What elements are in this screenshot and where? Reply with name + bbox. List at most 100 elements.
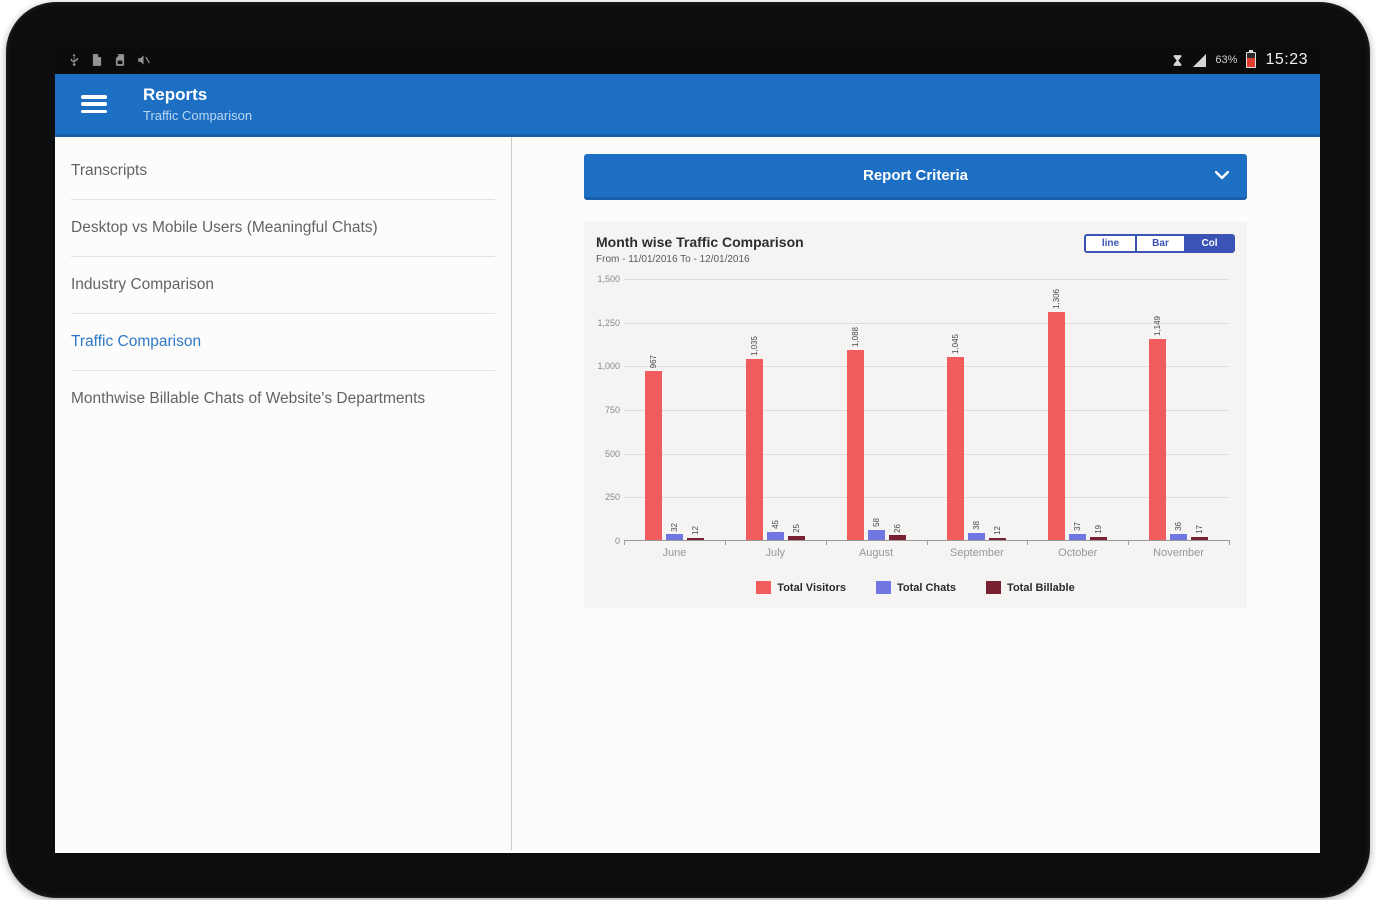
- gridline: [624, 453, 1229, 455]
- x-axis-labels: June July August September October November: [624, 541, 1229, 559]
- legend-label: Total Chats: [896, 581, 957, 594]
- report-list-sidebar: Transcripts Desktop vs Mobile Users (Mean…: [55, 137, 511, 850]
- x-tick: [724, 540, 726, 545]
- signal-icon: [1193, 53, 1207, 67]
- battery-percent: 63%: [1215, 54, 1238, 66]
- x-axis-label: November: [1153, 547, 1204, 559]
- gridline: [624, 497, 1229, 499]
- chart-type-bar-button[interactable]: Bar: [1135, 236, 1184, 251]
- bar-total-billable: [686, 537, 704, 540]
- gridline: [624, 279, 1229, 280]
- chart-title: Month wise Traffic Comparison: [596, 234, 804, 250]
- legend-swatch: [756, 581, 772, 594]
- bar-group-october: 1,306 37 19: [1027, 279, 1128, 540]
- sidebar-item[interactable]: Monthwise Billable Chats of Website's De…: [71, 390, 426, 407]
- bar-total-chats: [1069, 533, 1087, 540]
- y-axis: 0 250 500 750 1,000 1,250 1,500: [594, 274, 624, 546]
- legend-item: Total Billable: [986, 581, 1075, 594]
- bar-total-billable: [989, 537, 1007, 540]
- report-criteria-label: Report Criteria: [862, 167, 969, 184]
- x-tick: [926, 540, 928, 545]
- page-subtitle: Traffic Comparison: [143, 107, 253, 123]
- bar-value-label: 1,306: [1052, 288, 1062, 309]
- bar-group-july: 1,035 45 25: [725, 279, 826, 540]
- battery-icon: [1246, 50, 1257, 68]
- x-tick: [825, 540, 827, 545]
- y-tick-label: 1,000: [597, 361, 620, 372]
- bar-value-label: 26: [892, 523, 902, 533]
- y-tick-label: 750: [604, 405, 620, 415]
- gridline: [624, 366, 1229, 368]
- sidebar-item[interactable]: Transcripts: [71, 162, 148, 179]
- gridline: [624, 410, 1229, 411]
- bar-total-visitors: [745, 359, 763, 540]
- gridline: [624, 322, 1229, 324]
- bar-total-chats: [1170, 533, 1188, 540]
- list-divider: [71, 256, 495, 257]
- bar-value-label: 37: [1073, 521, 1083, 531]
- bar-value-label: 1,149: [1153, 316, 1163, 337]
- x-tick: [1027, 540, 1029, 545]
- bar-group-june: 967 32 12: [624, 279, 725, 540]
- file-icon: [92, 54, 102, 66]
- sidebar-divider: [511, 137, 512, 850]
- bar-total-chats: [867, 529, 885, 540]
- x-axis-label: August: [858, 547, 894, 559]
- legend-swatch: [875, 581, 891, 594]
- bar-value-label: 1,035: [749, 336, 759, 357]
- main-panel: Report Criteria Month wise Traffic Compa…: [512, 137, 1320, 850]
- bar-total-visitors: [1048, 311, 1066, 540]
- x-tick: [1128, 540, 1130, 545]
- x-axis-label: September: [949, 547, 1004, 559]
- x-tick: [624, 540, 625, 545]
- legend-label: Total Billable: [1007, 581, 1075, 594]
- bar-total-billable: [888, 535, 906, 540]
- mute-icon: [138, 55, 150, 65]
- bar-total-chats: [766, 532, 784, 540]
- plot-area: 967 32 12 1,035 45 25 1,088 58 26 1,045 38 12 1,306 3…: [624, 279, 1230, 545]
- bar-total-chats: [968, 533, 986, 540]
- page-title: Reports: [143, 85, 208, 105]
- bar-group-november: 1,149 36 17: [1128, 279, 1229, 540]
- bar-value-label: 17: [1195, 525, 1205, 535]
- tablet-screen: 63% 15:23 Reports Traffic Comparison Tra…: [55, 46, 1320, 853]
- status-bar: 63% 15:23: [55, 46, 1320, 74]
- hourglass-icon: [1174, 54, 1182, 66]
- bar-total-billable: [1090, 536, 1108, 540]
- sd-card-icon: [115, 54, 125, 66]
- legend-item: Total Visitors: [756, 581, 846, 594]
- bar-value-label: 45: [770, 520, 780, 530]
- legend-item: Total Chats: [875, 581, 957, 594]
- sidebar-item[interactable]: Desktop vs Mobile Users (Meaningful Chat…: [71, 219, 378, 236]
- bar-value-label: 1,088: [850, 326, 860, 347]
- usb-icon: [70, 53, 78, 66]
- bar-value-label: 32: [669, 522, 679, 532]
- bar-total-visitors: [1149, 339, 1167, 540]
- bar-value-label: 967: [648, 354, 658, 369]
- bar-total-visitors: [947, 357, 965, 540]
- x-axis-label: October: [1058, 547, 1098, 559]
- chart-type-line-button[interactable]: line: [1086, 236, 1135, 251]
- sidebar-item[interactable]: Industry Comparison: [71, 276, 215, 293]
- chevron-down-icon: [1215, 171, 1229, 180]
- bar-value-label: 19: [1094, 524, 1104, 534]
- y-tick-label: 0: [614, 536, 620, 546]
- x-tick: [1229, 540, 1230, 545]
- sidebar-item[interactable]: Traffic Comparison: [71, 333, 202, 350]
- app-bar: Reports Traffic Comparison: [55, 74, 1320, 137]
- bar-total-visitors: [644, 371, 662, 540]
- list-divider: [71, 370, 495, 371]
- bar-value-label: 36: [1174, 521, 1184, 531]
- traffic-comparison-chart: Month wise Traffic Comparison From - 11/…: [584, 222, 1247, 608]
- x-axis-label: July: [765, 547, 786, 559]
- bar-group-august: 1,088 58 26: [826, 279, 927, 540]
- y-tick-label: 1,250: [597, 317, 620, 328]
- list-divider: [71, 313, 495, 314]
- menu-icon[interactable]: [81, 95, 107, 113]
- chart-type-col-button[interactable]: Col: [1184, 236, 1233, 251]
- y-tick-label: 250: [604, 492, 620, 503]
- bar-total-chats: [665, 534, 683, 540]
- bar-value-label: 58: [871, 517, 881, 527]
- report-criteria-button[interactable]: Report Criteria: [584, 154, 1247, 200]
